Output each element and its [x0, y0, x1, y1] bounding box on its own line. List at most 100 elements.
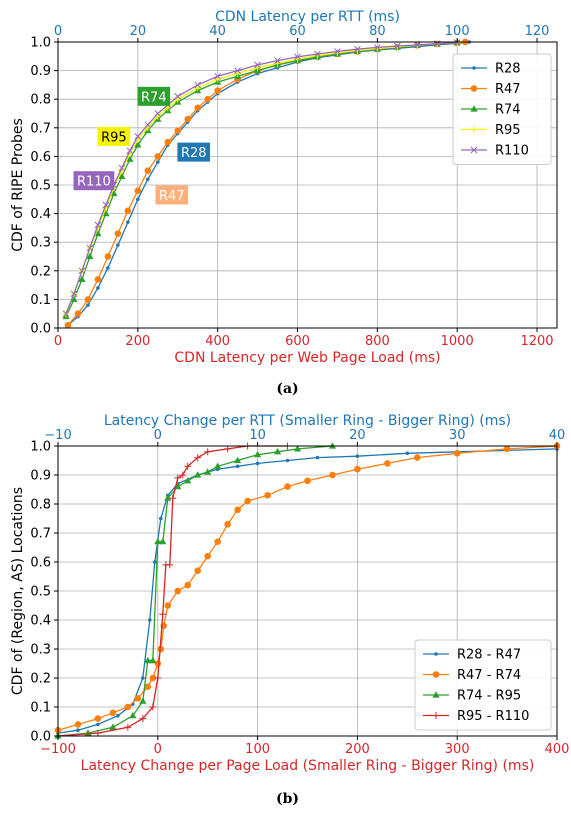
- panel-b-data-point: [109, 723, 117, 730]
- panel-b-data-point: [144, 683, 152, 690]
- panel-a-data-point: [118, 172, 126, 180]
- panel-a-data-point: [164, 138, 172, 146]
- panel-b-top-tick-label: −10: [44, 428, 71, 443]
- panel-b-y-axis-label: CDF of (Region, AS) Locations: [10, 487, 26, 695]
- panel-b-data-point: [149, 656, 157, 664]
- panel-b-data-point: [234, 456, 242, 464]
- panel-b-ticks: 0.00.10.20.30.40.50.60.70.80.91.0−100 0 10…: [30, 428, 569, 757]
- panel-a-y-tick-label: 0.9: [30, 64, 51, 79]
- panel-b-x-tick-label: 200: [345, 742, 370, 757]
- panel-a-series-line-2: [65, 42, 458, 317]
- panel-a-data-point: [373, 45, 381, 53]
- panel-b-data-point: [284, 483, 291, 490]
- panel-b-data-point: [254, 450, 262, 458]
- panel-a-data-point: [314, 50, 321, 58]
- panel-b-data-point: [141, 676, 145, 680]
- panel-a-caption: (a): [276, 381, 298, 397]
- panel-a-data-point: [64, 321, 72, 329]
- panel-a-annotation-box: [97, 126, 131, 146]
- panel-b-top-tick-label: 30: [449, 428, 466, 443]
- panel-b-data-point: [139, 715, 147, 723]
- panel-a-data-point: [126, 220, 130, 224]
- panel-a-data-point: [333, 49, 341, 57]
- panel-a-top-tick-label: 0: [54, 24, 62, 39]
- panel-b-y-tick-label: 0.6: [30, 556, 51, 571]
- panel-b-data-point: [355, 454, 360, 458]
- panel-a-data-point: [144, 121, 152, 129]
- panel-b-legend-marker: [432, 691, 440, 698]
- panel-b-data-point: [405, 451, 410, 456]
- panel-b-data-point: [184, 477, 192, 484]
- panel-a-legend-marker: [470, 146, 478, 154]
- panel-b-data-point: [273, 448, 282, 455]
- panel-a-x-tick-label: 1200: [520, 334, 553, 349]
- panel-a-data-point: [126, 155, 134, 162]
- panel-b-data-point: [134, 695, 142, 702]
- panel-a-data-point: [453, 39, 461, 46]
- panel-b-top-tick-label: 40: [549, 428, 566, 443]
- panel-b-top-tick-label: 0: [154, 428, 162, 443]
- panel-b-chart: 0.00.10.20.30.40.50.60.70.80.91.0−100 0 10…: [10, 413, 569, 807]
- panel-a-data-point: [86, 252, 94, 260]
- panel-a-legend-label: R74: [495, 103, 521, 118]
- panel-b-data-point: [116, 713, 120, 718]
- panel-a-series: [62, 38, 471, 329]
- panel-b-y-tick-label: 0.7: [30, 527, 51, 542]
- panel-b-y-tick-label: 0.9: [30, 469, 51, 484]
- panel-a-top-tick-label: 40: [209, 24, 226, 39]
- panel-a-data-point: [104, 253, 112, 260]
- panel-a-annotation-box: [73, 171, 115, 191]
- panel-b-series: [54, 442, 561, 740]
- panel-a-data-point: [94, 276, 102, 283]
- panel-b-data-point: [184, 581, 192, 589]
- panel-b-data-point: [158, 516, 163, 521]
- panel-b-data-point: [194, 454, 202, 462]
- panel-a-legend-marker: [470, 85, 478, 92]
- panel-b-x-tick-label: 100: [245, 742, 270, 757]
- panel-b-data-point: [94, 729, 102, 737]
- panel-a-annotation-label: R47: [159, 189, 185, 204]
- panel-b-y-tick-label: 0.5: [30, 585, 51, 600]
- panel-a-y-tick-label: 1.0: [30, 36, 51, 51]
- panel-a-x-axis-label: CDN Latency per Web Page Load (ms): [174, 350, 440, 366]
- panel-b-top-axis-label: Latency Change per RTT (Smaller Ring - B…: [104, 413, 511, 429]
- panel-a-series-line-1: [67, 41, 466, 326]
- panel-b-data-point: [315, 455, 320, 460]
- panel-a-legend-marker: [472, 66, 476, 70]
- panel-a-data-point: [274, 57, 281, 64]
- panel-b-legend-marker: [432, 671, 440, 678]
- panel-b-data-point: [179, 471, 187, 479]
- panel-b-data-point: [157, 645, 165, 653]
- panel-a-x-tick-label: 400: [205, 334, 230, 349]
- panel-a-annotations: R74 R95 R28 R110 R47: [73, 86, 211, 205]
- panel-a-x-tick-label: 800: [365, 334, 390, 349]
- panel-a-data-point: [144, 167, 152, 174]
- panel-a-data-point: [174, 92, 182, 100]
- panel-a-data-point: [334, 48, 341, 55]
- panel-a-top-tick-label: 100: [445, 24, 470, 39]
- panel-b-y-tick-label: 0.2: [30, 672, 51, 687]
- panel-b-data-point: [214, 462, 222, 469]
- panel-a-annotation-label: R28: [181, 146, 207, 161]
- panel-a-data-point: [254, 61, 261, 69]
- panel-b-top-tick-label: 20: [349, 428, 366, 443]
- panel-a-data-point: [134, 187, 142, 195]
- panel-a-data-point: [114, 230, 122, 237]
- panel-a-y-axis-label: CDF of RIPE Probes: [10, 118, 26, 252]
- panel-b-data-point: [194, 567, 202, 574]
- panel-a-data-point: [234, 67, 241, 74]
- panel-a-data-point: [86, 244, 94, 252]
- panel-b-x-axis-label: Latency Change per Page Load (Smaller Ri…: [81, 758, 535, 774]
- panel-b-data-point: [124, 703, 132, 711]
- panel-a-top-tick-label: 120: [525, 24, 550, 39]
- panel-a-series-line-0: [67, 41, 470, 326]
- panel-a-data-point: [204, 95, 211, 103]
- panel-a-chart: 0.00.10.20.30.40.50.60.70.80.91.00 200 400…: [10, 9, 558, 397]
- panel-a-legend-label: R28: [495, 62, 521, 77]
- panel-b-data-point: [328, 442, 337, 449]
- panel-b-data-point: [285, 458, 290, 463]
- panel-b-legend-marker: [432, 712, 440, 719]
- panel-a-ticks: 0.00.10.20.30.40.50.60.70.80.91.00 200 400…: [30, 24, 553, 349]
- panel-b-data-point: [76, 728, 80, 732]
